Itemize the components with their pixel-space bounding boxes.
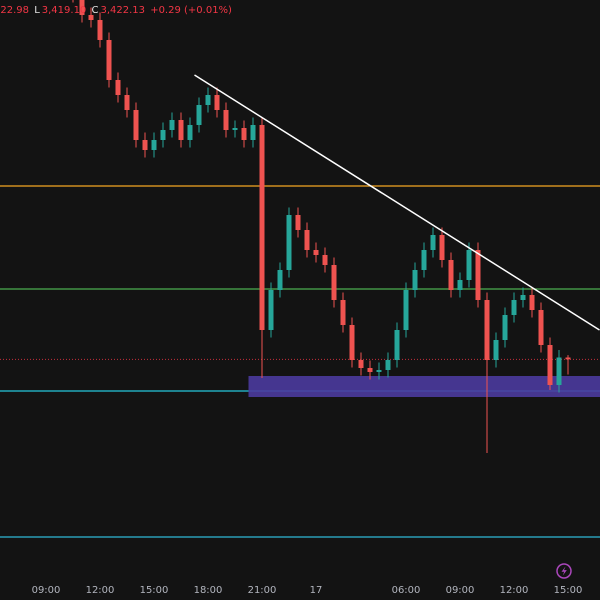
- x-tick-label: 09:00: [32, 585, 61, 596]
- candle-body: [340, 300, 346, 325]
- x-tick-label: 15:00: [140, 585, 169, 596]
- candle-body: [79, 0, 85, 15]
- candle-body: [169, 120, 175, 130]
- candle-body: [241, 128, 247, 140]
- low-label: L: [34, 5, 40, 16]
- candle-body: [124, 95, 130, 110]
- x-tick-label: 12:00: [500, 585, 529, 596]
- candle-body: [520, 295, 526, 300]
- candle-body: [205, 95, 211, 105]
- candle-body: [214, 95, 220, 110]
- candle-body: [223, 110, 229, 130]
- candle-body: [475, 250, 481, 300]
- high-value: 422.98: [0, 5, 29, 16]
- candle-body: [448, 260, 454, 290]
- candle-body: [187, 125, 193, 140]
- candle-body: [178, 120, 184, 140]
- candle-body: [367, 368, 373, 372]
- x-tick-label: 21:00: [248, 585, 277, 596]
- candle-body: [466, 250, 472, 280]
- candle-body: [106, 40, 112, 80]
- candle-body: [358, 360, 364, 368]
- x-tick-label: 09:00: [446, 585, 475, 596]
- candle-body: [115, 80, 121, 95]
- candle-body: [538, 310, 544, 345]
- candle-body: [151, 140, 157, 150]
- candle-body: [259, 125, 265, 330]
- candle-body: [286, 215, 292, 270]
- candle-body: [277, 270, 283, 290]
- candle-body: [511, 300, 517, 315]
- candle-body: [385, 360, 391, 370]
- candle-body: [313, 250, 319, 255]
- candle-body: [421, 250, 427, 270]
- candle-body: [556, 357, 562, 385]
- candle-body: [88, 15, 94, 20]
- candle-body: [547, 345, 553, 385]
- alert-icon[interactable]: [556, 563, 572, 579]
- low-value: 3,419.10: [41, 5, 87, 16]
- candle-body: [484, 300, 490, 360]
- candle-body: [439, 235, 445, 260]
- candle-body: [322, 255, 328, 265]
- candle-body: [349, 325, 355, 360]
- candle-body: [502, 315, 508, 340]
- x-tick-label: 12:00: [86, 585, 115, 596]
- candle-body: [331, 265, 337, 300]
- x-tick-label: 15:00: [554, 585, 583, 596]
- candle-body: [160, 130, 166, 140]
- candle-body: [493, 340, 499, 360]
- support-zone: [248, 376, 600, 397]
- close-value: 3,422.13: [100, 5, 145, 16]
- candle-body: [457, 280, 463, 290]
- candle-body: [232, 128, 238, 130]
- ohlc-legend: 422.98 L3,419.10 C3,422.13 +0.29 (+0.01%…: [0, 5, 234, 16]
- candle-body: [403, 290, 409, 330]
- candle-body: [268, 290, 274, 330]
- candle-body: [250, 125, 256, 140]
- x-tick-label: 18:00: [194, 585, 223, 596]
- candle-body: [412, 270, 418, 290]
- change-value: +0.29 (+0.01%): [150, 5, 232, 16]
- candle-body: [430, 235, 436, 250]
- trendline: [194, 74, 600, 331]
- candle-body: [97, 20, 103, 40]
- candle-body: [142, 140, 148, 150]
- x-axis: 09:00 12:00 15:00 18:00 21:00 17 06:00 09:00 12:…: [32, 585, 583, 596]
- candle-body: [376, 370, 382, 372]
- close-label: C: [91, 5, 99, 16]
- candle-body: [529, 295, 535, 310]
- candle-body: [565, 357, 571, 360]
- candle-body: [133, 110, 139, 140]
- candle-body: [394, 330, 400, 360]
- plot-area: [0, 0, 600, 538]
- candle-body: [295, 215, 301, 230]
- x-tick-label: 06:00: [392, 585, 421, 596]
- x-tick-label: 17: [310, 585, 323, 596]
- candle-body: [304, 230, 310, 250]
- candle-body: [196, 105, 202, 125]
